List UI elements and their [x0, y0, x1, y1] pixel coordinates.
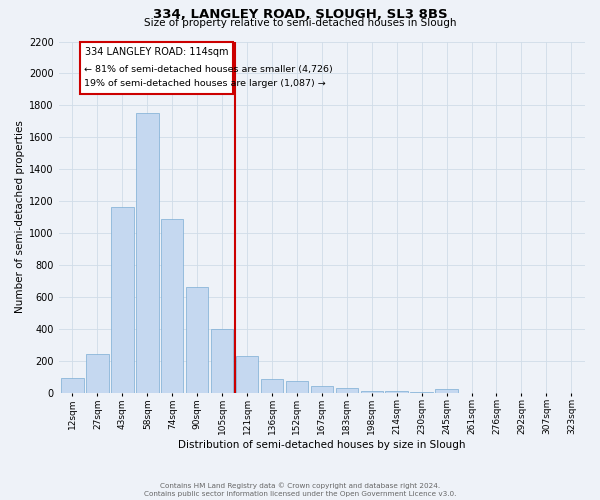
- Bar: [161, 218, 184, 392]
- FancyBboxPatch shape: [80, 42, 233, 94]
- Bar: [111, 208, 134, 392]
- Text: Size of property relative to semi-detached houses in Slough: Size of property relative to semi-detach…: [144, 18, 456, 28]
- Bar: [261, 379, 283, 392]
- Bar: [136, 114, 158, 392]
- Bar: [86, 354, 109, 393]
- Bar: [361, 391, 383, 392]
- Bar: [436, 390, 458, 392]
- X-axis label: Distribution of semi-detached houses by size in Slough: Distribution of semi-detached houses by …: [178, 440, 466, 450]
- Text: Contains public sector information licensed under the Open Government Licence v3: Contains public sector information licen…: [144, 491, 456, 497]
- Text: 334, LANGLEY ROAD, SLOUGH, SL3 8BS: 334, LANGLEY ROAD, SLOUGH, SL3 8BS: [152, 8, 448, 20]
- Text: 19% of semi-detached houses are larger (1,087) →: 19% of semi-detached houses are larger (…: [84, 79, 325, 88]
- Text: ← 81% of semi-detached houses are smaller (4,726): ← 81% of semi-detached houses are smalle…: [84, 64, 332, 74]
- Bar: [311, 386, 333, 392]
- Text: 334 LANGLEY ROAD: 114sqm: 334 LANGLEY ROAD: 114sqm: [85, 47, 229, 57]
- Bar: [286, 380, 308, 392]
- Bar: [236, 356, 258, 393]
- Bar: [186, 287, 208, 393]
- Bar: [211, 328, 233, 392]
- Text: Contains HM Land Registry data © Crown copyright and database right 2024.: Contains HM Land Registry data © Crown c…: [160, 482, 440, 489]
- Bar: [61, 378, 84, 392]
- Bar: [385, 391, 408, 392]
- Bar: [335, 388, 358, 392]
- Y-axis label: Number of semi-detached properties: Number of semi-detached properties: [15, 120, 25, 314]
